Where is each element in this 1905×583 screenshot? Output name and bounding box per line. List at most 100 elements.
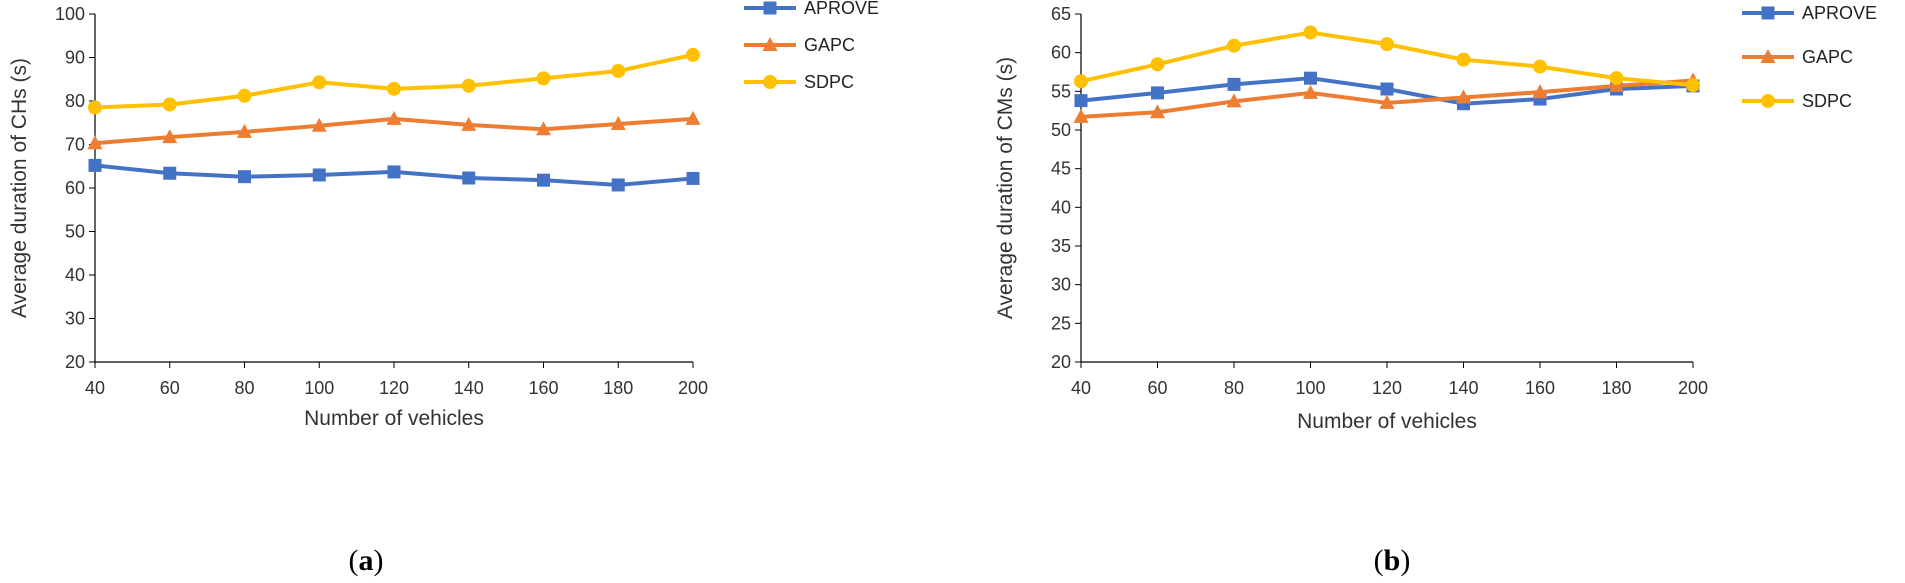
data-point-marker bbox=[387, 165, 401, 179]
series-aprove bbox=[88, 158, 700, 192]
data-point-marker bbox=[686, 171, 700, 185]
legend-label: APROVE bbox=[1802, 3, 1877, 23]
data-point-marker bbox=[312, 168, 326, 182]
data-point-marker bbox=[1761, 6, 1775, 20]
data-point-marker bbox=[237, 123, 252, 138]
x-tick-label: 80 bbox=[1224, 378, 1244, 398]
y-tick-label: 40 bbox=[1051, 197, 1071, 217]
data-point-marker bbox=[1150, 57, 1165, 72]
x-tick-label: 160 bbox=[1525, 378, 1555, 398]
data-point-marker bbox=[311, 117, 327, 132]
y-tick-label: 60 bbox=[1051, 43, 1071, 63]
data-point-marker bbox=[1227, 38, 1241, 53]
y-axis-title: Average duration of CHs (s) bbox=[8, 58, 31, 318]
legend-item: APROVE bbox=[1742, 3, 1877, 23]
series-aprove bbox=[1074, 71, 1700, 111]
data-point-marker bbox=[1151, 86, 1164, 100]
data-point-marker bbox=[762, 37, 778, 51]
data-point-marker bbox=[1533, 59, 1547, 74]
data-point-marker bbox=[386, 110, 402, 125]
x-tick-label: 80 bbox=[234, 378, 254, 398]
data-point-marker bbox=[1456, 52, 1471, 67]
caption-b-close-paren: ) bbox=[1400, 544, 1410, 577]
y-tick-label: 50 bbox=[1051, 120, 1071, 140]
svg-text:(a): (a) bbox=[349, 544, 384, 577]
data-point-marker bbox=[686, 47, 700, 62]
data-point-marker bbox=[611, 63, 626, 78]
legend-label: GAPC bbox=[804, 35, 855, 55]
x-tick-label: 40 bbox=[1071, 378, 1091, 398]
data-point-marker bbox=[685, 110, 701, 125]
data-point-marker bbox=[87, 135, 103, 150]
y-tick-label: 20 bbox=[65, 352, 85, 372]
data-point-marker bbox=[1760, 49, 1776, 63]
data-point-marker bbox=[1380, 82, 1394, 96]
y-tick-label: 30 bbox=[65, 309, 85, 329]
y-tick-label: 40 bbox=[65, 265, 85, 285]
chart-panel-b: 20 25 30 35 40 45 50 55 60 65 40 60 80 100 120 140 160 18… bbox=[994, 3, 1877, 433]
data-point-marker bbox=[537, 173, 550, 187]
chart-panel-a: 20 30 40 50 60 70 80 90 100 40 60 80 100 120 140 160 180… bbox=[8, 0, 879, 430]
x-tick-label: 140 bbox=[454, 378, 484, 398]
data-point-marker bbox=[1380, 37, 1394, 52]
legend: APROVE GAPC SDPC bbox=[1742, 3, 1877, 111]
caption-b-letter: b bbox=[1384, 544, 1401, 577]
data-point-marker bbox=[610, 116, 626, 131]
data-point-marker bbox=[387, 81, 401, 96]
x-tick-label: 180 bbox=[1601, 378, 1631, 398]
data-point-marker bbox=[763, 1, 777, 15]
data-point-marker bbox=[536, 121, 551, 136]
series-sdpc bbox=[1074, 25, 1700, 93]
data-point-marker bbox=[163, 166, 177, 180]
data-point-marker bbox=[1686, 78, 1700, 93]
series-gapc bbox=[1073, 72, 1701, 123]
series-sdpc bbox=[88, 47, 700, 115]
x-tick-label: 160 bbox=[528, 378, 558, 398]
x-tick-label: 200 bbox=[1678, 378, 1708, 398]
x-tick-label: 120 bbox=[1372, 378, 1402, 398]
data-point-marker bbox=[1303, 84, 1318, 99]
data-point-marker bbox=[1303, 25, 1318, 40]
x-tick-label: 200 bbox=[678, 378, 708, 398]
y-tick-label: 65 bbox=[1051, 4, 1071, 24]
data-point-marker bbox=[312, 75, 327, 90]
data-point-marker bbox=[461, 116, 477, 131]
y-tick-label: 20 bbox=[1051, 352, 1071, 372]
data-point-marker bbox=[763, 75, 777, 89]
x-tick-label: 60 bbox=[1147, 378, 1167, 398]
data-point-marker bbox=[1226, 93, 1242, 108]
y-tick-label: 100 bbox=[55, 4, 85, 24]
x-axis-title: Number of vehicles bbox=[1297, 410, 1477, 433]
x-tick-label: 100 bbox=[1295, 378, 1325, 398]
y-axis-title: Average duration of CMs (s) bbox=[994, 57, 1017, 319]
x-tick-label: 180 bbox=[603, 378, 633, 398]
y-tick-label: 70 bbox=[65, 135, 85, 155]
data-point-marker bbox=[162, 97, 177, 112]
legend-item: SDPC bbox=[1742, 91, 1852, 111]
data-point-marker bbox=[1379, 94, 1395, 109]
legend: APROVE GAPC SDPC bbox=[744, 0, 879, 92]
data-point-marker bbox=[1150, 104, 1165, 119]
data-point-marker bbox=[1074, 74, 1088, 89]
data-point-marker bbox=[462, 171, 476, 185]
caption-a: (a) bbox=[349, 544, 384, 577]
caption-a-letter: a bbox=[359, 544, 374, 577]
data-point-marker bbox=[1073, 108, 1089, 123]
y-tick-label: 50 bbox=[65, 222, 85, 242]
caption-b-open-paren: ( bbox=[1374, 544, 1384, 577]
legend-label: GAPC bbox=[1802, 47, 1853, 67]
data-point-marker bbox=[1761, 94, 1775, 108]
legend-item: APROVE bbox=[744, 0, 879, 18]
y-tick-label: 30 bbox=[1051, 275, 1071, 295]
data-point-marker bbox=[1532, 84, 1548, 99]
legend-item: GAPC bbox=[1742, 47, 1853, 67]
y-tick-label: 55 bbox=[1051, 81, 1071, 101]
data-point-marker bbox=[88, 100, 102, 115]
x-tick-label: 60 bbox=[160, 378, 180, 398]
x-tick-label: 100 bbox=[304, 378, 334, 398]
data-point-marker bbox=[536, 71, 551, 86]
data-point-marker bbox=[162, 129, 178, 144]
caption-b: (b) bbox=[1374, 544, 1411, 577]
data-point-marker bbox=[1074, 94, 1088, 108]
